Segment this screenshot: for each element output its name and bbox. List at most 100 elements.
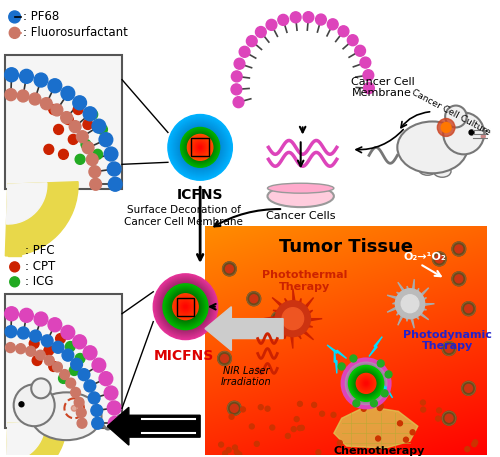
Polygon shape (334, 406, 418, 448)
Circle shape (92, 119, 106, 133)
Circle shape (176, 122, 224, 172)
Circle shape (178, 299, 194, 315)
Circle shape (192, 139, 208, 155)
Circle shape (5, 89, 16, 101)
Circle shape (358, 374, 375, 393)
Circle shape (401, 295, 419, 313)
FancyBboxPatch shape (5, 294, 122, 428)
Polygon shape (410, 304, 428, 320)
Polygon shape (334, 350, 337, 373)
Circle shape (186, 133, 214, 161)
Circle shape (232, 71, 242, 82)
Circle shape (290, 12, 301, 23)
Circle shape (34, 312, 48, 326)
Circle shape (192, 138, 209, 156)
Circle shape (75, 354, 85, 363)
Text: ICFNS: ICFNS (177, 188, 224, 202)
Circle shape (352, 368, 380, 399)
Polygon shape (410, 304, 426, 310)
Polygon shape (273, 310, 293, 319)
Ellipse shape (419, 163, 436, 175)
Circle shape (360, 377, 372, 389)
Circle shape (26, 346, 36, 356)
Circle shape (462, 382, 475, 395)
Circle shape (197, 144, 203, 150)
Circle shape (184, 306, 186, 308)
Circle shape (54, 124, 64, 134)
Polygon shape (205, 307, 283, 351)
Circle shape (190, 138, 210, 157)
Circle shape (452, 242, 466, 256)
Circle shape (421, 407, 426, 412)
Circle shape (36, 350, 45, 360)
Circle shape (49, 361, 58, 372)
Polygon shape (356, 389, 380, 392)
Polygon shape (387, 304, 410, 312)
Circle shape (174, 121, 227, 174)
Circle shape (172, 293, 199, 321)
Circle shape (10, 277, 20, 287)
Circle shape (99, 372, 112, 386)
Circle shape (342, 360, 390, 407)
Polygon shape (410, 304, 434, 306)
Circle shape (14, 384, 54, 426)
Circle shape (356, 373, 376, 393)
Circle shape (180, 301, 192, 313)
Circle shape (198, 145, 202, 149)
Polygon shape (369, 337, 382, 356)
Circle shape (70, 388, 81, 398)
Circle shape (180, 302, 190, 312)
Circle shape (344, 361, 388, 406)
Circle shape (320, 411, 324, 416)
Text: Cancer Cell Culture: Cancer Cell Culture (410, 88, 492, 137)
Wedge shape (6, 421, 66, 457)
Circle shape (52, 341, 64, 353)
Circle shape (165, 286, 206, 328)
Circle shape (40, 98, 52, 110)
Circle shape (199, 146, 201, 149)
Circle shape (396, 289, 424, 319)
Circle shape (186, 133, 214, 161)
Circle shape (348, 366, 384, 401)
Circle shape (258, 405, 263, 409)
Circle shape (61, 325, 74, 340)
Circle shape (469, 130, 474, 135)
Circle shape (192, 138, 209, 156)
Circle shape (365, 383, 367, 384)
Text: : PF68: : PF68 (24, 11, 60, 23)
Circle shape (358, 375, 374, 391)
Polygon shape (379, 378, 392, 398)
Circle shape (316, 450, 321, 455)
Circle shape (445, 414, 453, 422)
Circle shape (44, 356, 54, 366)
Circle shape (48, 79, 62, 93)
Circle shape (445, 345, 453, 352)
Circle shape (374, 399, 378, 404)
Circle shape (194, 140, 207, 154)
Circle shape (190, 137, 211, 158)
Circle shape (360, 377, 373, 390)
Circle shape (61, 86, 74, 101)
Circle shape (226, 447, 231, 452)
Circle shape (184, 305, 188, 308)
Polygon shape (406, 304, 410, 321)
Circle shape (178, 299, 194, 315)
Polygon shape (410, 304, 419, 319)
Circle shape (254, 441, 259, 446)
Circle shape (30, 339, 39, 349)
Circle shape (229, 414, 234, 419)
Polygon shape (293, 298, 301, 319)
Circle shape (29, 93, 41, 105)
Circle shape (240, 407, 246, 412)
Circle shape (178, 126, 222, 169)
Circle shape (174, 295, 197, 319)
Circle shape (442, 122, 451, 133)
Circle shape (362, 379, 370, 388)
Circle shape (160, 281, 211, 333)
Circle shape (176, 297, 195, 317)
Circle shape (86, 154, 98, 165)
Circle shape (228, 401, 241, 415)
Circle shape (234, 58, 245, 69)
Circle shape (108, 416, 122, 430)
Circle shape (354, 371, 379, 396)
